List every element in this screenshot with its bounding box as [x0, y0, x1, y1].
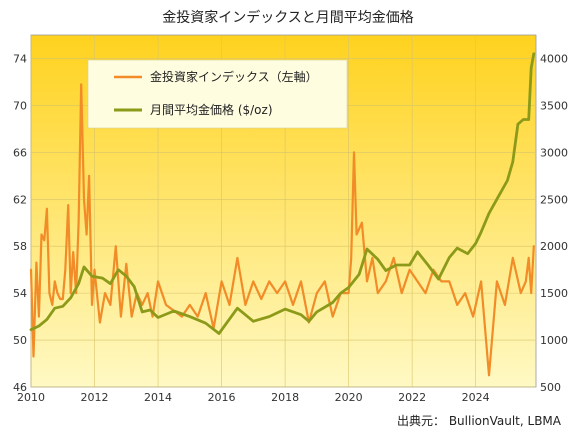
series-line-investor-index	[29, 83, 535, 377]
y-left-tick-label: 54	[13, 287, 27, 300]
y-right-tick-label: 1000	[540, 334, 568, 347]
y-left-tick-label: 46	[13, 381, 27, 394]
source-note: 出典元： BullionVault, LBMA	[397, 414, 562, 428]
chart-title: 金投資家インデックスと月間平均金価格	[162, 9, 414, 26]
y-left-tick-label: 62	[13, 193, 27, 206]
y-left-tick-label: 66	[13, 146, 27, 159]
x-tick-label: 2016	[208, 391, 236, 404]
axis-tick-labels: 46 50 54 58 62 66 70 74 2010 2012 2014 2016 2018 2020…	[13, 52, 568, 404]
y-right-tick-label: 500	[540, 381, 561, 394]
y-left-tick-label: 50	[13, 334, 27, 347]
series-line-gold-price	[29, 52, 536, 335]
x-tick-label: 2024	[462, 391, 490, 404]
x-tick-label: 2014	[144, 391, 172, 404]
x-tick-label: 2010	[17, 391, 45, 404]
legend-label-investor-index: 金投資家インデックス（左軸）	[150, 69, 318, 84]
y-left-tick-label: 58	[13, 240, 27, 253]
y-right-tick-label: 1500	[540, 287, 568, 300]
y-right-tick-label: 3000	[540, 146, 568, 159]
y-left-tick-label: 70	[13, 99, 27, 112]
x-tick-label: 2018	[271, 391, 299, 404]
legend-box	[87, 59, 348, 129]
legend-label-gold-price: 月間平均金価格 ($/oz)	[150, 102, 273, 117]
x-tick-label: 2020	[335, 391, 363, 404]
legend: 金投資家インデックス（左軸） 月間平均金価格 ($/oz)	[87, 59, 348, 129]
y-right-tick-label: 4000	[540, 52, 568, 65]
y-right-tick-label: 2500	[540, 193, 568, 206]
series-lines	[29, 52, 536, 377]
x-tick-label: 2022	[398, 391, 426, 404]
y-right-tick-label: 2000	[540, 240, 568, 253]
x-tick-label: 2012	[81, 391, 109, 404]
y-left-tick-label: 74	[13, 52, 27, 65]
y-right-tick-label: 3500	[540, 99, 568, 112]
